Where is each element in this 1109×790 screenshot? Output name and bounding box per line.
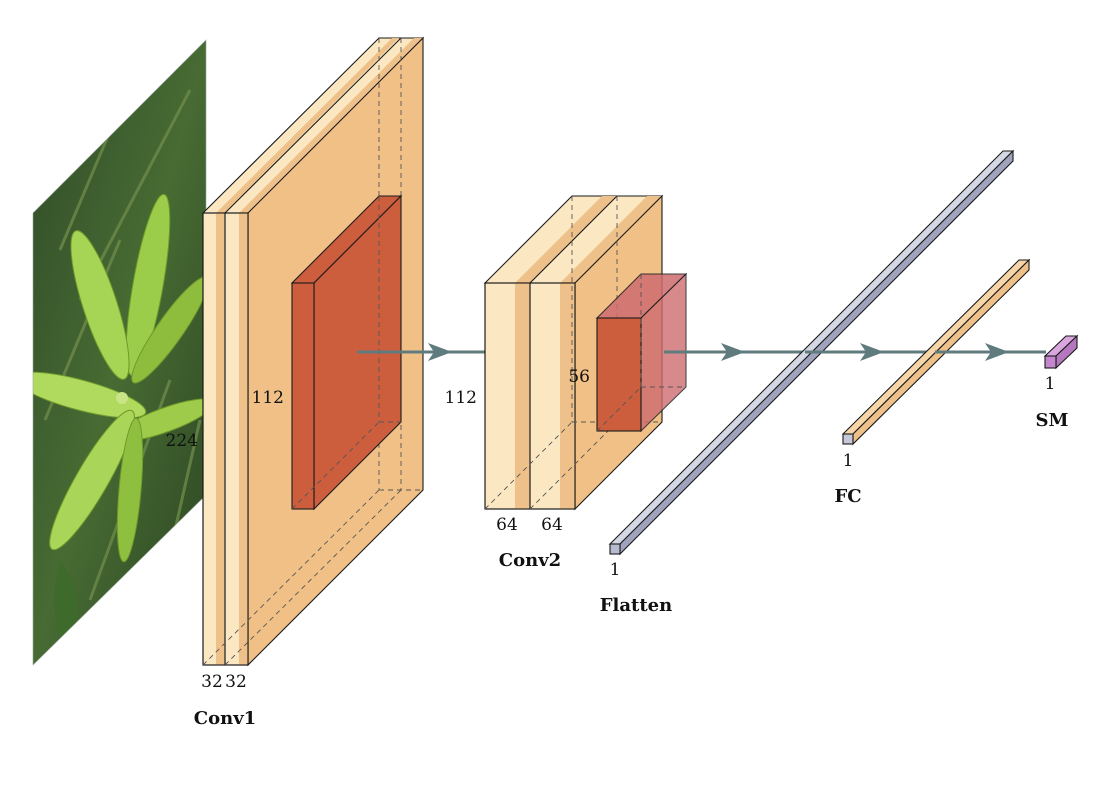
conv1-channels-a: 32 <box>201 672 223 692</box>
arrow-conv2-flatten <box>664 343 805 361</box>
conv2-size-label: 56 <box>568 367 590 387</box>
conv1-channels-b: 32 <box>225 672 247 692</box>
softmax-size-label: 1 <box>1045 374 1056 394</box>
pool2-block <box>595 272 688 433</box>
input-image <box>32 39 207 666</box>
flatten-size-label: 1 <box>610 560 621 580</box>
fc-size-label: 1 <box>843 451 854 471</box>
arrow-fc-softmax <box>935 343 1046 361</box>
conv1-title: Conv1 <box>194 708 256 729</box>
softmax-title: SM <box>1036 410 1069 431</box>
conv2-channels-b: 64 <box>541 515 563 535</box>
input-size-label: 224 <box>166 431 198 451</box>
flatten-title: Flatten <box>600 595 672 616</box>
conv2-channels-a: 64 <box>496 515 518 535</box>
pool1-size-label: 112 <box>445 388 477 408</box>
conv2-title: Conv2 <box>499 550 561 571</box>
fc-title: FC <box>834 486 861 507</box>
arrow-flatten-fc <box>805 343 935 361</box>
conv1-size-label: 112 <box>252 388 284 408</box>
softmax-block <box>1043 334 1079 370</box>
arrow-conv1-conv2 <box>357 343 485 361</box>
